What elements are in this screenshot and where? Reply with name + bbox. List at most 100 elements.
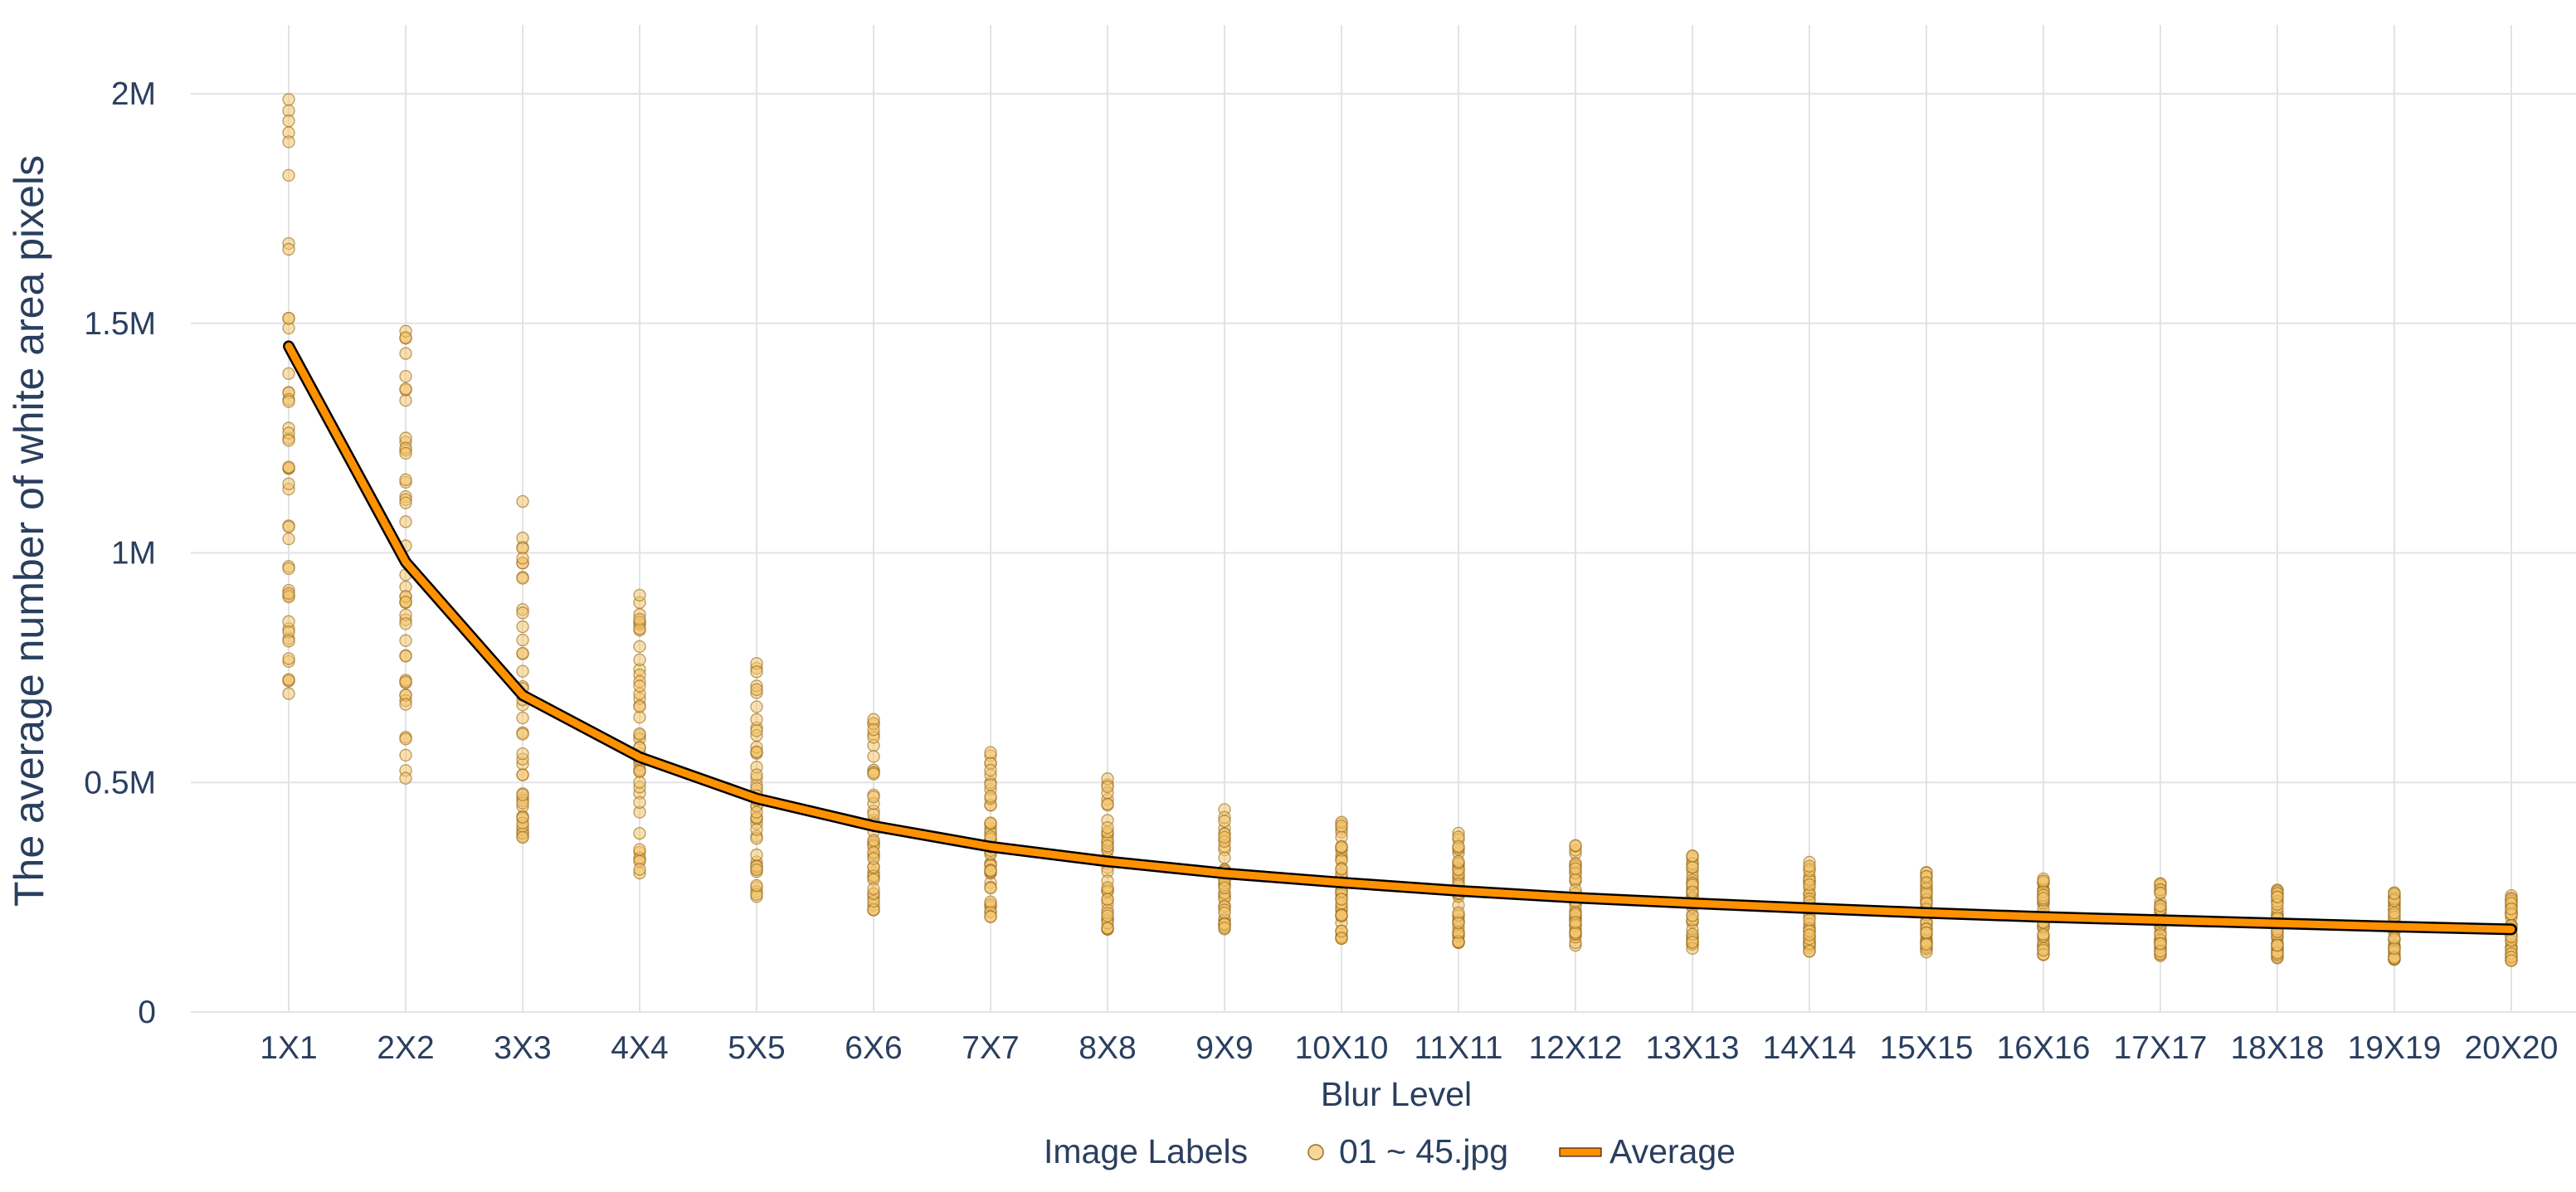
scatter-point bbox=[282, 114, 295, 128]
scatter-point bbox=[750, 848, 763, 862]
y-tick-label: 0 bbox=[138, 995, 156, 1030]
scatter-point bbox=[2154, 899, 2167, 912]
legend-marker-images bbox=[1307, 1144, 1324, 1160]
x-tick-label: 6X6 bbox=[845, 1030, 902, 1066]
scatter-point bbox=[633, 700, 646, 713]
x-tick-label: 16X16 bbox=[1997, 1030, 2091, 1066]
scatter-point bbox=[282, 687, 295, 700]
scatter-point bbox=[516, 747, 529, 761]
scatter-point bbox=[2388, 906, 2401, 920]
scatter-point bbox=[1218, 922, 1231, 935]
scatter-point bbox=[1569, 862, 1582, 875]
scatter-point bbox=[1335, 908, 1348, 922]
scatter-point bbox=[984, 816, 997, 830]
x-tick-label: 11X11 bbox=[1415, 1030, 1503, 1066]
legend-label-images: 01 ~ 45.jpg bbox=[1339, 1132, 1508, 1170]
scatter-point bbox=[1452, 854, 1465, 868]
x-tick-label: 17X17 bbox=[2114, 1030, 2208, 1066]
average-line bbox=[285, 342, 2515, 933]
scatter-point bbox=[633, 727, 646, 741]
scatter-point bbox=[1218, 815, 1231, 828]
scatter-point bbox=[399, 748, 412, 762]
scatter-point bbox=[516, 633, 529, 647]
scatter-point bbox=[516, 664, 529, 678]
scatter-point bbox=[399, 473, 412, 486]
scatter-point bbox=[1335, 863, 1348, 876]
scatter-point bbox=[1101, 839, 1114, 853]
scatter-point bbox=[399, 382, 412, 396]
scatter-point bbox=[1803, 913, 1816, 927]
scatter-point bbox=[399, 394, 412, 407]
scatter-point bbox=[1920, 876, 1933, 889]
x-tick-label: 8X8 bbox=[1079, 1030, 1136, 1066]
average-line-outline bbox=[283, 340, 2517, 936]
scatter-point bbox=[1101, 909, 1114, 922]
scatter-point bbox=[2154, 887, 2167, 900]
scatter-point bbox=[1101, 797, 1114, 810]
y-axis-title: The average number of white area pixels bbox=[6, 155, 52, 907]
scatter-point bbox=[984, 895, 997, 908]
scatter-point bbox=[282, 242, 295, 256]
y-tick-label: 1.5M bbox=[84, 306, 156, 342]
scatter-point bbox=[984, 790, 997, 803]
scatter-point bbox=[516, 788, 529, 801]
scatter-point bbox=[633, 827, 646, 840]
scatter-point bbox=[516, 830, 529, 844]
scatter-point bbox=[282, 532, 295, 546]
scatter-point bbox=[633, 765, 646, 778]
scatter-point bbox=[1101, 881, 1114, 894]
scatter-point bbox=[282, 367, 295, 381]
legend[interactable]: Image Labels 01 ~ 45.jpg Average bbox=[1044, 1132, 1736, 1170]
scatter-point bbox=[750, 863, 763, 877]
scatter-point bbox=[1686, 909, 1699, 922]
scatter-point bbox=[399, 617, 412, 630]
scatter-point bbox=[750, 665, 763, 679]
scatter-point bbox=[399, 515, 412, 528]
x-axis-ticks: 1X1 2X2 3X3 4X4 5X5 6X6 7X7 8X8 9X9 10X10 11X11 12X… bbox=[260, 1030, 2558, 1066]
scatter-point bbox=[516, 606, 529, 620]
scatter-point bbox=[282, 562, 295, 576]
scatter-point bbox=[1920, 937, 1933, 951]
scatter-point bbox=[1803, 859, 1816, 873]
scatter-point bbox=[2037, 927, 2050, 941]
scatter-point bbox=[1101, 780, 1114, 794]
scatter-point bbox=[1101, 922, 1114, 935]
y-axis-ticks: 0 0.5M 1M 1.5M 2M bbox=[84, 76, 156, 1030]
scatter-point bbox=[282, 635, 295, 648]
scatter-point bbox=[1686, 936, 1699, 949]
scatter-point bbox=[2271, 890, 2284, 903]
scatter-point bbox=[984, 881, 997, 895]
scatter-point bbox=[1218, 830, 1231, 844]
scatter-point bbox=[750, 805, 763, 819]
scatter-point bbox=[1218, 881, 1231, 894]
scatter-point bbox=[2154, 937, 2167, 951]
x-tick-label: 20X20 bbox=[2465, 1030, 2559, 1066]
scatter-point bbox=[1101, 893, 1114, 906]
scatter-point bbox=[399, 732, 412, 746]
scatter-point bbox=[282, 460, 295, 474]
scatter-point bbox=[633, 640, 646, 654]
scatter-point bbox=[2037, 892, 2050, 905]
x-tick-label: 5X5 bbox=[728, 1030, 785, 1066]
scatter-point bbox=[1335, 840, 1348, 854]
scatter-point bbox=[2388, 932, 2401, 945]
scatter-point bbox=[984, 910, 997, 923]
x-tick-label: 15X15 bbox=[1880, 1030, 1974, 1066]
average-line-series bbox=[283, 340, 2517, 936]
x-axis-title: Blur Level bbox=[1321, 1075, 1472, 1113]
grid-lines bbox=[191, 25, 2576, 1013]
scatter-point bbox=[282, 312, 295, 325]
scatter-point bbox=[399, 369, 412, 383]
scatter-point bbox=[282, 586, 295, 600]
scatter-point bbox=[2037, 943, 2050, 957]
scatter-point bbox=[399, 698, 412, 711]
x-tick-label: 12X12 bbox=[1529, 1030, 1623, 1066]
scatter-point bbox=[1569, 916, 1582, 929]
x-tick-label: 7X7 bbox=[962, 1030, 1019, 1066]
y-tick-label: 2M bbox=[111, 76, 156, 112]
scatter-point bbox=[516, 768, 529, 781]
scatter-point bbox=[867, 791, 880, 804]
scatter-point bbox=[399, 634, 412, 647]
scatter-point bbox=[2505, 954, 2518, 967]
